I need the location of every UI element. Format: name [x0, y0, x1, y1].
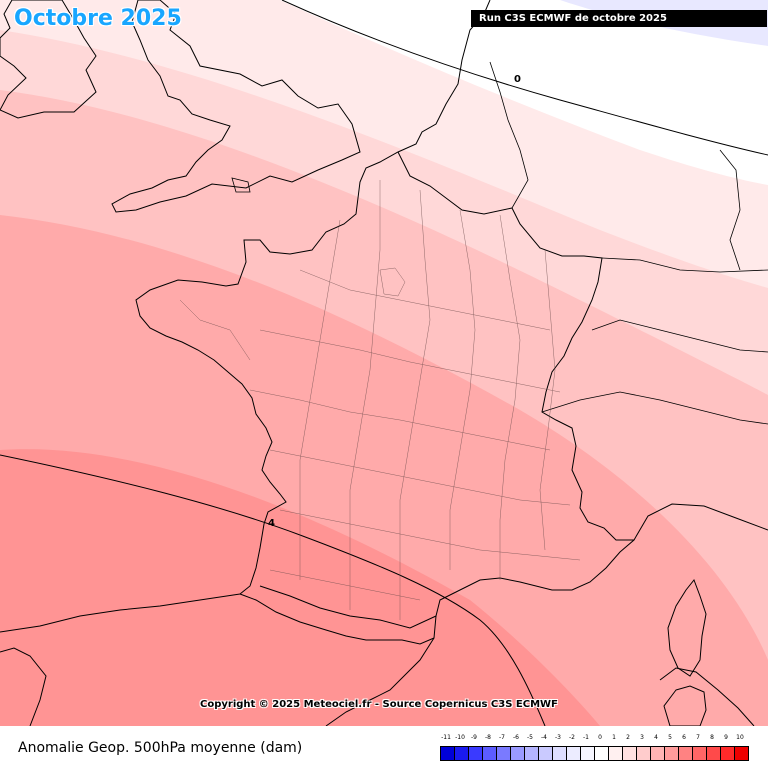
- legend-label: 8: [710, 734, 714, 741]
- border-belgium-germany: [489, 61, 529, 209]
- legend-swatch: [496, 746, 511, 761]
- color-legend: -11 -10 -9 -8 -7 -6 -5 -4 -3 -2 -1 0 1 2 3 4 5 6 7 8 9 10: [440, 734, 760, 761]
- legend-swatch: [524, 746, 539, 761]
- coastline-italy: [659, 667, 755, 726]
- contour-line-0: [281, 0, 768, 156]
- legend-label: 0: [598, 734, 602, 741]
- coastline-ireland: [0, 0, 97, 119]
- run-label: Run C3S ECMWF de octobre 2025: [471, 10, 767, 27]
- legend-swatch: [482, 746, 497, 761]
- legend-label: -5: [527, 734, 533, 741]
- legend-swatch: [608, 746, 623, 761]
- legend-swatch: [552, 746, 567, 761]
- legend-label: 4: [654, 734, 658, 741]
- border-germany-east: [719, 149, 741, 271]
- legend-swatch: [454, 746, 469, 761]
- legend-swatch: [510, 746, 525, 761]
- legend-swatch: [538, 746, 553, 761]
- legend-label: -4: [541, 734, 547, 741]
- coastline-spain-east: [325, 637, 435, 726]
- coastline-great-britain: [111, 0, 361, 213]
- legend-swatch: [566, 746, 581, 761]
- coastline-mediterranean: [239, 503, 768, 645]
- legend-swatch: [664, 746, 679, 761]
- legend-swatch: [468, 746, 483, 761]
- legend-swatch: [720, 746, 735, 761]
- legend-swatch: [650, 746, 665, 761]
- legend-swatch: [622, 746, 637, 761]
- legend-label: 5: [668, 734, 672, 741]
- legend-label: 1: [612, 734, 616, 741]
- coastline-spain-north: [0, 593, 241, 633]
- map-title: Octobre 2025: [14, 6, 182, 31]
- copyright-text: Copyright © 2025 Meteociel.fr - Source C…: [200, 699, 558, 710]
- legend-swatch: [580, 746, 595, 761]
- legend-swatch: [734, 746, 749, 761]
- legend-label: 9: [724, 734, 728, 741]
- contour-line-4: [0, 454, 546, 726]
- legend-label: -2: [569, 734, 575, 741]
- legend-label: -1: [583, 734, 589, 741]
- legend-label: -6: [513, 734, 519, 741]
- band-zero: [0, 0, 768, 185]
- border-switzerland-italy: [591, 319, 768, 353]
- border-france-east: [397, 151, 634, 541]
- legend-swatch: [692, 746, 707, 761]
- coastline-corsica: [667, 579, 707, 677]
- legend-swatch: [706, 746, 721, 761]
- legend-label: -8: [485, 734, 491, 741]
- coastline-atlantic: [135, 0, 491, 595]
- anomaly-map: 0 4: [0, 0, 768, 726]
- legend-label: -7: [499, 734, 505, 741]
- legend-label: -9: [471, 734, 477, 741]
- legend-swatch: [678, 746, 693, 761]
- legend-label: 2: [626, 734, 630, 741]
- border-pyrenees: [259, 585, 437, 629]
- legend-label: -10: [455, 734, 465, 741]
- map-caption: Anomalie Geop. 500hPa moyenne (dam): [18, 740, 303, 756]
- border-germany-switzerland: [601, 257, 768, 273]
- legend-label: 7: [696, 734, 700, 741]
- legend-swatch: [636, 746, 651, 761]
- contour-label-0: 0: [514, 74, 521, 85]
- isle-of-wight: [231, 177, 251, 193]
- contour-label-4: 4: [268, 518, 275, 529]
- legend-label: -3: [555, 734, 561, 741]
- department-boundaries: [179, 180, 581, 620]
- legend-swatch: [594, 746, 609, 761]
- legend-label: 10: [736, 734, 744, 741]
- legend-label: 3: [640, 734, 644, 741]
- legend-label: 6: [682, 734, 686, 741]
- coastline-galicia: [0, 647, 47, 726]
- legend-label: -11: [441, 734, 451, 741]
- border-alps: [541, 391, 768, 425]
- coastline-sardinia: [663, 685, 707, 726]
- legend-labels: -11 -10 -9 -8 -7 -6 -5 -4 -3 -2 -1 0 1 2 3 4 5 6 7 8 9 10: [440, 734, 760, 744]
- legend-swatch: [440, 746, 455, 761]
- legend-boxes: [440, 746, 760, 761]
